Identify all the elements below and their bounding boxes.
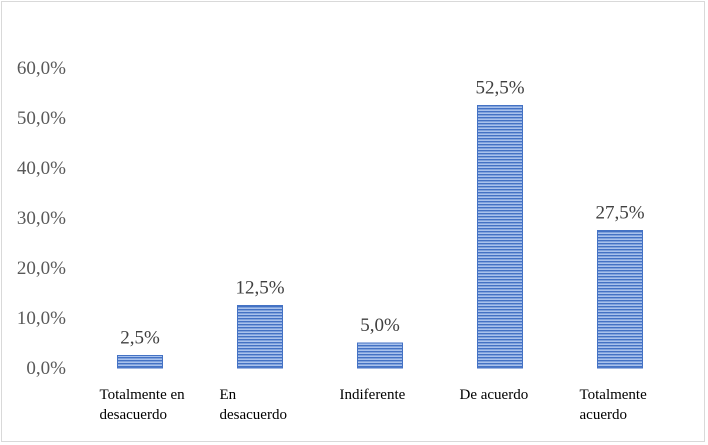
y-tick-label: 10,0% <box>17 308 66 329</box>
data-label-3: 5,0% <box>360 315 400 336</box>
category-label-4: De acuerdo <box>460 387 529 403</box>
data-label-2: 12,5% <box>235 278 284 299</box>
category-label-line: acuerdo <box>580 407 627 423</box>
category-labels: Totalmente en desacuerdo En desacuerdo Indif… <box>100 387 648 423</box>
category-label-line: En <box>220 387 237 403</box>
category-label-2: En desacuerdo <box>220 387 287 423</box>
category-label-5: Totalmente acuerdo <box>580 387 648 423</box>
category-label-line: De acuerdo <box>460 387 529 403</box>
y-tick-label: 40,0% <box>17 158 66 179</box>
y-tick-label: 30,0% <box>17 208 66 229</box>
data-labels: 2,5% 12,5% 5,0% 52,5% 27,5% <box>120 78 645 349</box>
data-label-5: 27,5% <box>595 203 644 224</box>
y-tick-label: 0,0% <box>26 358 66 379</box>
bar-3 <box>357 342 403 369</box>
y-axis-ticks: 0,0% 10,0% 20,0% 30,0% 40,0% 50,0% 60,0% <box>17 58 66 379</box>
category-label-line: Totalmente en <box>100 387 186 403</box>
category-label-line: Totalmente <box>580 387 648 403</box>
y-tick-label: 50,0% <box>17 108 66 129</box>
y-tick-label: 20,0% <box>17 258 66 279</box>
data-label-1: 2,5% <box>120 328 160 349</box>
data-label-4: 52,5% <box>475 78 524 99</box>
bars <box>117 105 643 369</box>
category-label-line: desacuerdo <box>220 407 287 423</box>
category-label-line: Indiferente <box>340 387 406 403</box>
bar-2 <box>237 305 283 369</box>
y-tick-label: 60,0% <box>17 58 66 79</box>
bar-4 <box>477 105 523 369</box>
category-label-3: Indiferente <box>340 387 406 403</box>
category-label-1: Totalmente en desacuerdo <box>100 387 186 423</box>
bar-5 <box>597 230 643 369</box>
category-label-line: desacuerdo <box>100 407 167 423</box>
bar-1 <box>117 355 163 369</box>
